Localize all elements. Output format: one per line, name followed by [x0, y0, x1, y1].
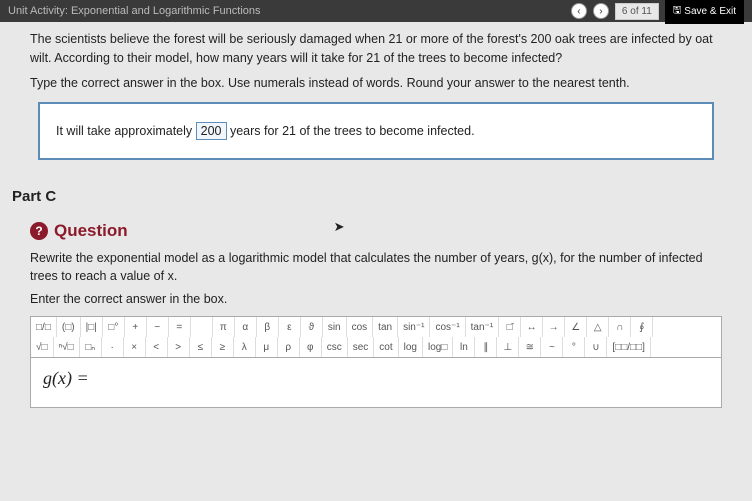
save-exit-button[interactable]: 🖫 Save & Exit: [665, 0, 744, 24]
toolbar-button[interactable]: tan⁻¹: [466, 317, 500, 337]
toolbar-button[interactable]: μ: [256, 337, 278, 357]
toolbar-button[interactable]: β: [257, 317, 279, 337]
toolbar-button[interactable]: cos⁻¹: [430, 317, 465, 337]
toolbar-button[interactable]: cos: [347, 317, 374, 337]
toolbar-button[interactable]: □ₙ: [80, 337, 102, 357]
save-exit-label: Save & Exit: [684, 6, 736, 17]
toolbar-button[interactable]: ∩: [609, 317, 631, 337]
toolbar-button[interactable]: +: [125, 317, 147, 337]
toolbar-button[interactable]: ρ: [278, 337, 300, 357]
toolbar-button[interactable]: >: [168, 337, 190, 357]
toolbar-button[interactable]: ∪: [585, 337, 607, 357]
problem-text: The scientists believe the forest will b…: [30, 30, 722, 68]
toolbar-button[interactable]: √□: [31, 337, 54, 357]
toolbar-button[interactable]: φ: [300, 337, 322, 357]
topbar-right: ‹ › 6 of 11 🖫 Save & Exit: [571, 0, 744, 24]
toolbar-button[interactable]: →: [543, 317, 565, 337]
page-counter: 6 of 11: [615, 3, 659, 20]
toolbar-button[interactable]: ⁿ√□: [54, 337, 80, 357]
toolbar-button[interactable]: [□□/□□]: [607, 337, 651, 357]
toolbar-button[interactable]: ~: [541, 337, 563, 357]
top-bar: Unit Activity: Exponential and Logarithm…: [0, 0, 752, 22]
toolbar-button[interactable]: log□: [423, 337, 453, 357]
activity-title: Unit Activity: Exponential and Logarithm…: [8, 5, 261, 17]
answer-sentence: It will take approximately 200 years for…: [56, 124, 475, 138]
toolbar-button[interactable]: =: [169, 317, 191, 337]
toolbar-button[interactable]: csc: [322, 337, 348, 357]
prev-arrow-icon[interactable]: ‹: [571, 3, 587, 19]
toolbar-button[interactable]: α: [235, 317, 257, 337]
enter-text: Enter the correct answer in the box.: [30, 292, 722, 306]
toolbar-button[interactable]: cot: [374, 337, 398, 357]
answer-box: It will take approximately 200 years for…: [38, 102, 714, 160]
toolbar-button[interactable]: ∠: [565, 317, 587, 337]
answer-input[interactable]: 200: [196, 122, 227, 140]
toolbar-button[interactable]: <: [146, 337, 168, 357]
toolbar-button[interactable]: (□): [57, 317, 81, 337]
toolbar-button[interactable]: □/□: [31, 317, 57, 337]
answer-pre: It will take approximately: [56, 124, 196, 138]
toolbar-button[interactable]: □°: [103, 317, 125, 337]
toolbar-button[interactable]: −: [147, 317, 169, 337]
toolbar-button[interactable]: ⊥: [497, 337, 519, 357]
toolbar-button[interactable]: ·: [102, 337, 124, 357]
toolbar-button[interactable]: sin: [323, 317, 347, 337]
equation-input[interactable]: g(x) =: [30, 358, 722, 408]
answer-post: years for 21 of the trees to become infe…: [227, 124, 475, 138]
content-area: The scientists believe the forest will b…: [0, 22, 752, 408]
toolbar-button[interactable]: ∮: [631, 317, 653, 337]
toolbar-button[interactable]: ×: [124, 337, 146, 357]
question-title: Question: [54, 221, 128, 241]
cursor-icon: ➤: [334, 219, 345, 235]
toolbar-row-1: □/□(□)|□|□°+−= παβεϑsincostansin⁻¹cos⁻¹ta…: [31, 317, 721, 337]
toolbar-button[interactable]: ≅: [519, 337, 541, 357]
toolbar-button[interactable]: △: [587, 317, 609, 337]
save-icon: 🖫: [673, 3, 682, 20]
toolbar-button[interactable]: tan: [373, 317, 398, 337]
equation-content: g(x) =: [43, 368, 89, 388]
toolbar-button[interactable]: |□|: [81, 317, 103, 337]
toolbar-button[interactable]: π: [213, 317, 235, 337]
question-header: ? Question ➤: [30, 221, 722, 241]
toolbar-row-2: √□ⁿ√□□ₙ·×<>≤≥λμρφcscseccotloglog□ln∥⊥≅~°…: [31, 337, 721, 357]
toolbar-button[interactable]: ≤: [190, 337, 212, 357]
toolbar-button[interactable]: ϑ: [301, 317, 323, 337]
question-icon: ?: [30, 222, 48, 240]
toolbar-button[interactable]: °: [563, 337, 585, 357]
toolbar-button[interactable]: □̄: [499, 317, 521, 337]
toolbar-button[interactable]: [191, 317, 213, 337]
toolbar-button[interactable]: ε: [279, 317, 301, 337]
part-c-text: Rewrite the exponential model as a logar…: [30, 249, 722, 287]
toolbar-button[interactable]: ↔: [521, 317, 543, 337]
toolbar-button[interactable]: λ: [234, 337, 256, 357]
toolbar-button[interactable]: ≥: [212, 337, 234, 357]
next-arrow-icon[interactable]: ›: [593, 3, 609, 19]
part-c-label: Part C: [12, 188, 722, 205]
equation-toolbar: □/□(□)|□|□°+−= παβεϑsincostansin⁻¹cos⁻¹ta…: [30, 316, 722, 358]
toolbar-button[interactable]: log: [399, 337, 423, 357]
toolbar-button[interactable]: ∥: [475, 337, 497, 357]
instruction-text: Type the correct answer in the box. Use …: [30, 76, 722, 90]
toolbar-button[interactable]: sin⁻¹: [398, 317, 430, 337]
toolbar-button[interactable]: ln: [453, 337, 475, 357]
toolbar-button[interactable]: sec: [348, 337, 375, 357]
